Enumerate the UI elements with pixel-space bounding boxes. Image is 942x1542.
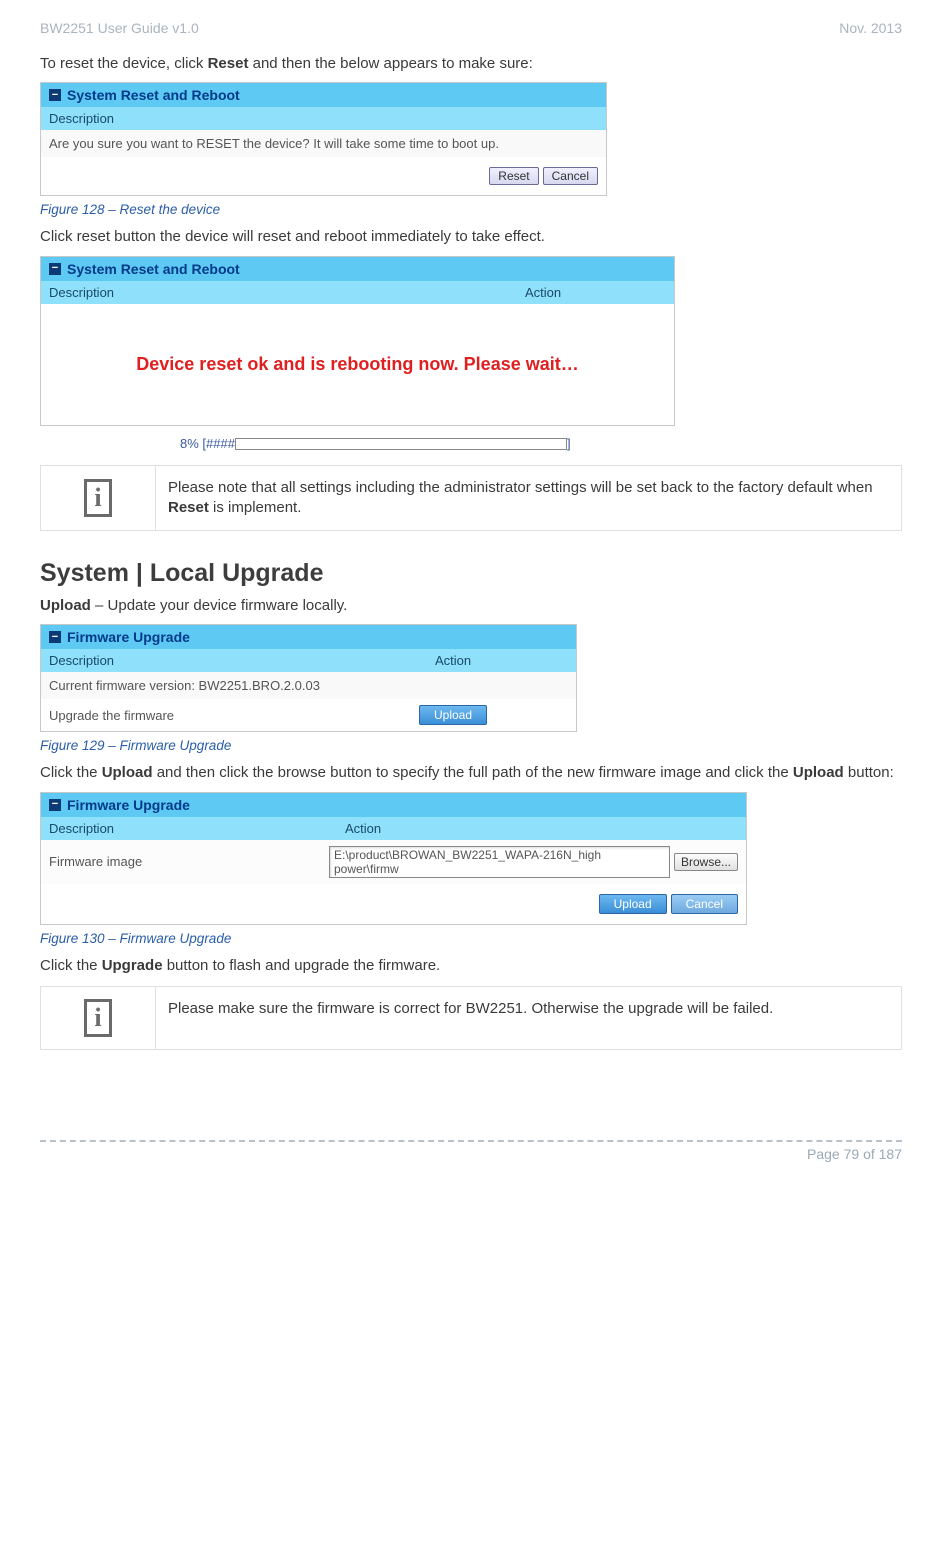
figreboot-spacer xyxy=(41,304,674,332)
fig130-row-image: Firmware image E:\product\BROWAN_BW2251_… xyxy=(41,840,746,884)
collapse-icon: − xyxy=(49,263,61,275)
fig128-button-row: Reset Cancel xyxy=(41,157,606,195)
page-header: BW2251 User Guide v1.0 Nov. 2013 xyxy=(40,20,902,36)
fig128-subhead: Description xyxy=(41,107,606,130)
fig130-action-header: Action xyxy=(337,817,389,840)
info-note-2-text: Please make sure the firmware is correct… xyxy=(156,986,902,1049)
section-local-upgrade-heading: System | Local Upgrade xyxy=(40,559,902,588)
fig129-version-text: Current firmware version: BW2251.BRO.2.0… xyxy=(49,678,419,693)
info-note-1: i Please note that all settings includin… xyxy=(40,465,902,532)
fig129-caption: Figure 129 – Firmware Upgrade xyxy=(40,738,902,753)
progress-label: 8% [ xyxy=(180,436,206,451)
click-upgrade-text: Click the Upgrade button to flash and up… xyxy=(40,956,902,976)
info-icon: i xyxy=(84,999,112,1037)
firmware-path-input[interactable]: E:\product\BROWAN_BW2251_WAPA-216N_high … xyxy=(329,846,670,878)
cancel-button[interactable]: Cancel xyxy=(543,167,598,185)
fig130-button-row: Upload Cancel xyxy=(41,884,746,924)
figreboot-action-header: Action xyxy=(517,281,569,304)
header-right: Nov. 2013 xyxy=(839,20,902,36)
figure-reboot-screenshot: − System Reset and Reboot Description Ac… xyxy=(40,256,675,426)
page-footer: Page 79 of 187 xyxy=(40,1140,902,1162)
fig130-title: Firmware Upgrade xyxy=(67,797,190,813)
fig130-image-label: Firmware image xyxy=(49,854,329,869)
fig128-question: Are you sure you want to RESET the devic… xyxy=(41,130,606,157)
info-note-2: i Please make sure the firmware is corre… xyxy=(40,986,902,1050)
intro-reboot: Click reset button the device will reset… xyxy=(40,227,902,247)
fig129-row-upgrade: Upgrade the firmware Upload xyxy=(41,699,576,731)
info-icon: i xyxy=(84,479,112,517)
collapse-icon: − xyxy=(49,799,61,811)
fig130-subhead: Description Action xyxy=(41,817,746,840)
fig128-title: System Reset and Reboot xyxy=(67,87,240,103)
fig128-titlebar: − System Reset and Reboot xyxy=(41,83,606,107)
progress-bar xyxy=(235,438,567,450)
fig129-desc-header: Description xyxy=(41,649,427,672)
figreboot-spacer xyxy=(41,397,674,425)
info-icon-cell: i xyxy=(41,465,156,531)
figure-128-screenshot: − System Reset and Reboot Description Ar… xyxy=(40,82,607,196)
figreboot-subhead: Description Action xyxy=(41,281,674,304)
upload-button[interactable]: Upload xyxy=(599,894,667,914)
fig129-row-version: Current firmware version: BW2251.BRO.2.0… xyxy=(41,672,576,699)
header-left: BW2251 User Guide v1.0 xyxy=(40,20,199,36)
fig130-desc-header: Description xyxy=(41,817,337,840)
fig128-desc-header: Description xyxy=(41,107,122,130)
fig129-subhead: Description Action xyxy=(41,649,576,672)
fig129-titlebar: − Firmware Upgrade xyxy=(41,625,576,649)
upload-button[interactable]: Upload xyxy=(419,705,487,725)
intro-reset: To reset the device, click Reset and the… xyxy=(40,54,902,74)
fig130-caption: Figure 130 – Firmware Upgrade xyxy=(40,931,902,946)
figreboot-title: System Reset and Reboot xyxy=(67,261,240,277)
progress-hashes: #### xyxy=(206,436,235,451)
fig129-upgrade-label: Upgrade the firmware xyxy=(49,708,419,723)
info-note-1-text: Please note that all settings including … xyxy=(156,465,902,531)
collapse-icon: − xyxy=(49,89,61,101)
click-upload-text: Click the Upload and then click the brow… xyxy=(40,763,902,783)
reset-button[interactable]: Reset xyxy=(489,167,538,185)
cancel-button[interactable]: Cancel xyxy=(671,894,738,914)
progress-fill xyxy=(236,439,264,449)
progress-close: ] xyxy=(567,436,571,451)
collapse-icon: − xyxy=(49,631,61,643)
reboot-message: Device reset ok and is rebooting now. Pl… xyxy=(41,332,674,397)
info-icon-cell: i xyxy=(41,986,156,1049)
fig129-title: Firmware Upgrade xyxy=(67,629,190,645)
fig128-caption: Figure 128 – Reset the device xyxy=(40,202,902,217)
figure-129-screenshot: − Firmware Upgrade Description Action Cu… xyxy=(40,624,577,732)
figure-130-screenshot: − Firmware Upgrade Description Action Fi… xyxy=(40,792,747,925)
upload-intro: Upload – Update your device firmware loc… xyxy=(40,596,902,616)
browse-button[interactable]: Browse... xyxy=(674,853,738,871)
figreboot-desc-header: Description xyxy=(41,281,517,304)
fig130-titlebar: − Firmware Upgrade xyxy=(41,793,746,817)
progress-row: 8% [####] xyxy=(40,436,902,451)
figreboot-titlebar: − System Reset and Reboot xyxy=(41,257,674,281)
fig129-action-header: Action xyxy=(427,649,479,672)
